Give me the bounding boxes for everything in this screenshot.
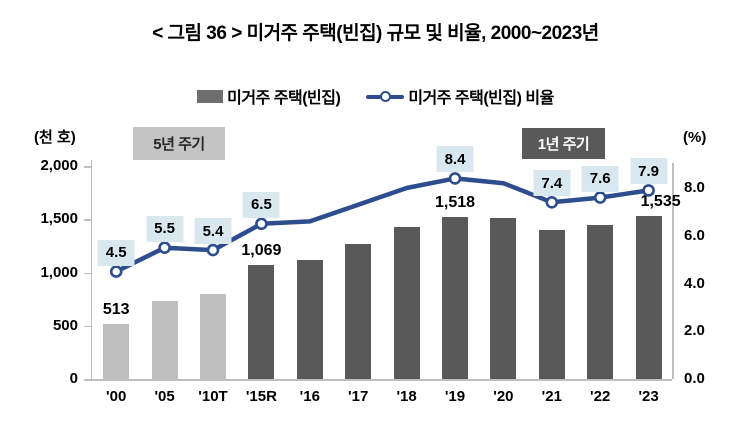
ratio-point-marker — [158, 241, 171, 254]
x-axis-label-05: '05 — [154, 388, 175, 405]
chart-title: < 그림 36 > 미거주 주택(빈집) 규모 및 비율, 2000~2023년 — [152, 23, 599, 44]
bar-value-label: 1,535 — [640, 192, 681, 210]
bar-21 — [538, 230, 565, 379]
bar-23 — [635, 215, 662, 379]
x-axis-label-17: '17 — [348, 388, 369, 405]
right-axis-tick-label: 8.0 — [684, 179, 705, 196]
left-axis-tick — [84, 379, 92, 381]
ratio-point-marker — [109, 265, 123, 278]
x-axis-label-23: '23 — [638, 388, 659, 405]
bar-17 — [345, 244, 372, 379]
ratio-line — [113, 176, 651, 274]
ratio-value-label: 7.4 — [533, 170, 571, 197]
left-axis-tick — [84, 325, 92, 328]
legend-item-bars: 미거주 주택(빈집) — [197, 84, 341, 108]
ratio-point-marker — [206, 243, 220, 257]
left-axis-tick — [84, 166, 92, 168]
legend-item-line: 미거주 주택(빈집) 비율 — [366, 84, 554, 108]
ratio-value-label: 8.4 — [436, 146, 474, 173]
x-axis-label-20: '20 — [493, 388, 514, 405]
right-axis-line — [672, 163, 674, 379]
right-axis-caption: (%) — [683, 129, 707, 146]
left-axis-caption: (천 호) — [34, 129, 76, 146]
bar-19 — [442, 217, 468, 379]
left-axis-tick-label: 1,000 — [40, 263, 78, 281]
bar-value-label: 1,518 — [434, 194, 476, 212]
bar-05 — [151, 301, 178, 379]
left-axis-tick-label: 0 — [69, 370, 78, 387]
left-axis-tick — [84, 272, 92, 274]
x-axis-label-10T: '10T — [198, 388, 228, 405]
left-axis-line — [90, 160, 92, 379]
right-axis-tick-label: 6.0 — [684, 226, 705, 244]
annotation-1-year-cycle: 1년 주기 — [522, 128, 605, 159]
left-axis-tick-label: 1,500 — [40, 210, 78, 228]
x-axis-line — [92, 379, 672, 381]
ratio-value-label: 6.5 — [242, 191, 280, 218]
ratio-value-label: 5.5 — [146, 215, 184, 242]
x-axis-label-21: '21 — [541, 388, 562, 405]
ratio-point-marker — [642, 184, 655, 197]
annotation-5-year-cycle: 5년 주기 — [133, 127, 225, 160]
left-axis-tick — [84, 219, 92, 221]
x-axis-label-16: '16 — [299, 388, 320, 405]
ratio-point-marker — [448, 172, 462, 185]
ratio-point-marker — [255, 217, 268, 231]
ratio-value-label: 4.5 — [97, 239, 135, 266]
bar-swatch-icon — [197, 89, 224, 103]
left-axis-tick-label: 2,000 — [40, 157, 78, 174]
legend-line-label: 미거주 주택(빈집) 비율 — [408, 90, 554, 107]
right-axis-tick-label: 4.0 — [684, 274, 705, 292]
bar-value-label: 1,069 — [241, 242, 282, 260]
x-axis-label-22: '22 — [590, 388, 611, 405]
right-axis-tick-label: 0.0 — [684, 370, 705, 387]
ratio-value-label: 7.6 — [581, 165, 619, 192]
bar-16 — [296, 259, 323, 379]
ratio-value-label: 7.9 — [630, 158, 668, 185]
x-axis-label-19: '19 — [444, 388, 466, 405]
ratio-point-marker — [593, 191, 607, 204]
ratio-point-marker — [545, 196, 559, 209]
x-axis-label-18: '18 — [396, 388, 417, 405]
ratio-value-label: 5.4 — [194, 218, 232, 245]
line-marker-swatch-icon — [366, 90, 405, 103]
circle-marker-icon — [380, 90, 392, 102]
legend-bars-label: 미거주 주택(빈집) — [227, 90, 341, 107]
bar-20 — [490, 218, 517, 379]
bar-18 — [393, 226, 420, 379]
right-axis-tick-label: 2.0 — [684, 322, 705, 340]
x-axis-label-00: '00 — [106, 388, 127, 405]
x-axis-label-15R: '15R — [245, 388, 277, 405]
bar-10T — [200, 294, 226, 379]
bar-22 — [587, 224, 614, 379]
bar-15R — [248, 265, 275, 379]
bar-00 — [103, 324, 130, 379]
chart-legend: 미거주 주택(빈집) 미거주 주택(빈집) 비율 — [0, 84, 751, 108]
left-axis-tick-label: 500 — [52, 316, 78, 334]
bar-value-label: 513 — [102, 301, 130, 319]
